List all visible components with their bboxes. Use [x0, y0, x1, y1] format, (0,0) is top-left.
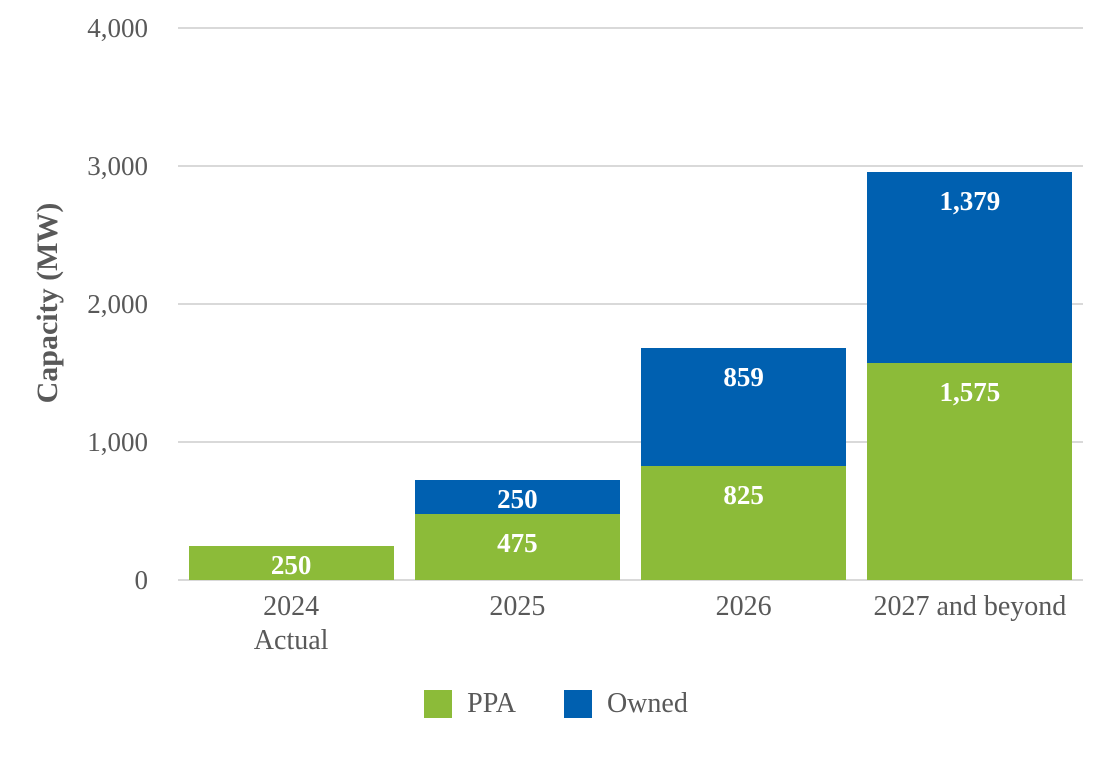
- bar-value-label: 475: [497, 528, 538, 559]
- bar-segment-owned: 1,379: [867, 172, 1073, 363]
- legend-color-swatch: [563, 690, 592, 718]
- bar-segment-owned: 859: [641, 347, 847, 467]
- x-axis-category-label: 2027 and beyond: [873, 591, 1067, 622]
- legend-color-swatch: [424, 690, 453, 718]
- x-axis-category-label: 2025: [489, 591, 546, 622]
- gridline: [178, 579, 1083, 581]
- legend: PPA Owned: [0, 688, 1112, 720]
- bar-segment-ppa: 1,575: [867, 362, 1073, 580]
- gridline: [178, 165, 1083, 167]
- bar-value-label: 859: [723, 361, 764, 392]
- y-axis-tick-label: 0: [134, 565, 149, 595]
- bar-value-label: 250: [270, 549, 312, 580]
- bar-value-label: 1,575: [939, 376, 1001, 407]
- bar-value-label: 1,379: [939, 186, 1001, 217]
- legend-item-ppa: PPA: [424, 688, 516, 720]
- legend-item-owned: Owned: [563, 688, 688, 720]
- y-axis-tick-label: 2,000: [87, 289, 148, 319]
- x-axis-category-label: 2024 Actual: [253, 591, 329, 656]
- bar-segment-ppa: 250: [188, 545, 394, 580]
- bar-value-label: 250: [497, 483, 538, 514]
- y-axis-tick-label: 3,000: [87, 151, 148, 181]
- gridline: [178, 441, 1083, 443]
- y-axis-tick-label: 4,000: [87, 13, 148, 43]
- gridline: [178, 303, 1083, 305]
- bar-segment-ppa: 475: [414, 514, 620, 580]
- legend-label: PPA: [467, 688, 516, 719]
- bar-segment-owned: 250: [414, 479, 620, 515]
- legend-label: Owned: [606, 688, 688, 719]
- y-axis-tick-label: 1,000: [87, 427, 148, 457]
- x-axis-category-label: 2026: [715, 591, 772, 622]
- bar-segment-ppa: 825: [641, 466, 847, 580]
- bar-value-label: 825: [723, 480, 764, 511]
- gridline: [178, 27, 1083, 29]
